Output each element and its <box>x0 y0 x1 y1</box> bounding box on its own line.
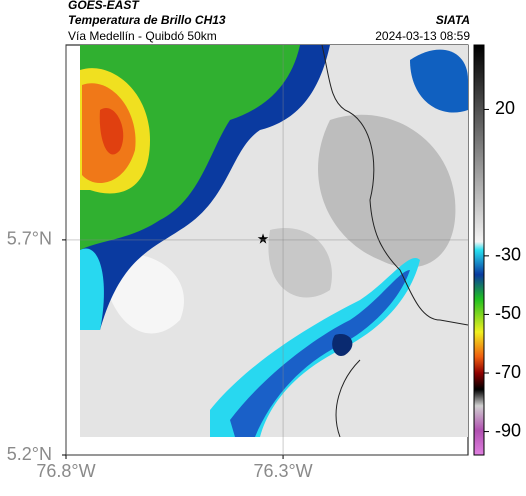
source: SIATA <box>436 13 470 27</box>
x-tick-label: 76.8°W <box>36 461 95 481</box>
colorbar-tick-label: -90 <box>495 420 521 440</box>
boundary <box>335 359 361 438</box>
title: GOES-EAST <box>68 0 140 12</box>
boundary <box>321 44 469 326</box>
datetime: 2024-03-13 08:59 <box>375 29 470 43</box>
x-tick-label: 76.3°W <box>253 461 312 481</box>
subtitle: Temperatura de Brillo CH13 <box>68 13 226 27</box>
colorbar <box>473 44 485 456</box>
region: Vía Medellín - Quibdó 50km <box>68 29 217 43</box>
colorbar-tick-label: -50 <box>495 303 521 323</box>
y-tick-label: 5.2°N <box>7 444 52 464</box>
y-tick-label: 5.7°N <box>7 229 52 249</box>
location-marker: ★ <box>257 231 270 247</box>
colorbar-tick-label: -70 <box>495 362 521 382</box>
imagery <box>80 45 468 437</box>
colorbar-tick-label: -30 <box>495 245 521 265</box>
colorbar-tick-label: 20 <box>495 98 515 118</box>
